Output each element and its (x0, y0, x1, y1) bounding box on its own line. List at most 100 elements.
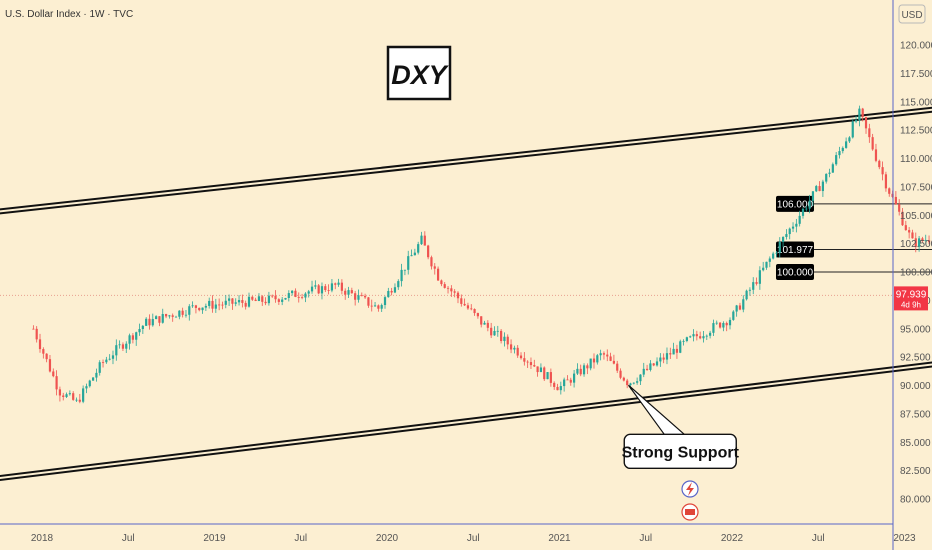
candle-body[interactable] (672, 348, 675, 355)
candle-body[interactable] (184, 314, 188, 316)
level-label-box[interactable] (776, 195, 814, 212)
candle-body[interactable] (695, 334, 698, 337)
candle-body[interactable] (592, 358, 596, 363)
candle-body[interactable] (745, 290, 748, 300)
candle-body[interactable] (211, 300, 214, 309)
candle-body[interactable] (503, 336, 506, 342)
candle-body[interactable] (831, 164, 834, 173)
candle-body[interactable] (35, 328, 38, 340)
candle-body[interactable] (364, 295, 367, 298)
candle-body[interactable] (456, 292, 460, 299)
candle-body[interactable] (523, 358, 526, 362)
candle-body[interactable] (334, 283, 337, 285)
candle-body[interactable] (732, 311, 735, 320)
time-axis[interactable]: 2018Jul2019Jul2020Jul2021Jul2022Jul2023J… (31, 533, 932, 544)
candle-body[interactable] (125, 343, 128, 349)
candle-body[interactable] (194, 305, 198, 308)
candle-body[interactable] (131, 335, 134, 340)
candle-body[interactable] (91, 377, 95, 381)
candle-body[interactable] (453, 291, 456, 293)
candle-body[interactable] (559, 386, 562, 391)
candle-body[interactable] (645, 368, 649, 370)
events-icon[interactable] (681, 503, 699, 521)
candle-body[interactable] (390, 290, 393, 293)
candle-body[interactable] (108, 358, 111, 360)
candle-body[interactable] (314, 285, 317, 287)
candle-body[interactable] (582, 365, 586, 375)
candle-body[interactable] (927, 240, 931, 243)
candle-body[interactable] (500, 330, 503, 342)
candle-body[interactable] (261, 296, 264, 302)
candle-body[interactable] (762, 267, 765, 271)
price-axis[interactable]: 120.000 117.500 115.000 112.500 110.000 107.5… (894, 41, 932, 506)
candle-body[interactable] (868, 128, 871, 138)
candle-body[interactable] (851, 121, 854, 138)
candle-body[interactable] (48, 359, 52, 372)
candle-body[interactable] (642, 368, 645, 375)
candle-body[interactable] (45, 353, 48, 360)
candle-body[interactable] (616, 363, 619, 371)
candle-body[interactable] (881, 167, 884, 175)
candle-body[interactable] (795, 223, 798, 227)
candle-body[interactable] (649, 363, 652, 370)
candle-body[interactable] (115, 345, 118, 356)
candle-body[interactable] (344, 290, 347, 295)
candle-body[interactable] (254, 299, 257, 301)
candle-body[interactable] (330, 283, 334, 291)
candle-body[interactable] (772, 253, 775, 259)
candle-body[interactable] (198, 307, 201, 311)
candle-body[interactable] (556, 386, 559, 391)
candle-body[interactable] (78, 399, 81, 402)
candle-body[interactable] (304, 293, 307, 298)
candle-body[interactable] (118, 344, 121, 346)
candle-body[interactable] (62, 395, 65, 397)
candle-body[interactable] (128, 335, 131, 344)
candle-body[interactable] (227, 298, 231, 301)
candle-body[interactable] (101, 362, 105, 364)
candle-body[interactable] (138, 329, 141, 333)
candle-body[interactable] (161, 314, 164, 323)
candle-body[interactable] (864, 117, 868, 129)
candle-body[interactable] (450, 288, 453, 292)
candle-body[interactable] (52, 371, 55, 377)
candle-body[interactable] (480, 316, 483, 325)
candle-body[interactable] (596, 355, 599, 363)
candle-body[interactable] (602, 353, 606, 355)
candle-body[interactable] (251, 296, 254, 300)
candle-body[interactable] (121, 344, 125, 349)
candle-body[interactable] (572, 373, 576, 383)
candle-body[interactable] (675, 348, 679, 353)
candle-body[interactable] (357, 295, 360, 300)
candle-body[interactable] (413, 252, 416, 256)
candle-body[interactable] (898, 204, 901, 212)
candle-body[interactable] (845, 141, 848, 148)
candle-body[interactable] (516, 347, 519, 356)
candle-body[interactable] (841, 147, 844, 152)
candle-body[interactable] (652, 363, 655, 366)
candle-body[interactable] (403, 269, 407, 271)
candle-body[interactable] (758, 270, 761, 284)
candle-body[interactable] (619, 370, 622, 378)
candle-body[interactable] (662, 357, 665, 360)
candle-body[interactable] (42, 349, 45, 354)
candle-body[interactable] (705, 335, 708, 337)
candle-body[interactable] (171, 315, 174, 317)
candle-body[interactable] (871, 137, 874, 150)
candle-body[interactable] (811, 191, 815, 201)
candle-body[interactable] (224, 300, 227, 305)
candle-body[interactable] (420, 235, 423, 245)
candle-body[interactable] (818, 186, 821, 192)
candle-body[interactable] (781, 237, 785, 242)
candle-body[interactable] (536, 366, 539, 373)
candle-body[interactable] (284, 297, 287, 300)
candle-body[interactable] (543, 367, 546, 380)
level-label-box[interactable] (776, 241, 814, 258)
candle-body[interactable] (294, 290, 297, 297)
candle-body[interactable] (679, 341, 682, 353)
candle-body[interactable] (908, 230, 911, 233)
candle-body[interactable] (506, 336, 509, 345)
channel-lower-line[interactable] (0, 267, 932, 492)
candle-body[interactable] (546, 372, 549, 380)
candle-body[interactable] (589, 358, 592, 369)
candle-body[interactable] (904, 225, 907, 231)
